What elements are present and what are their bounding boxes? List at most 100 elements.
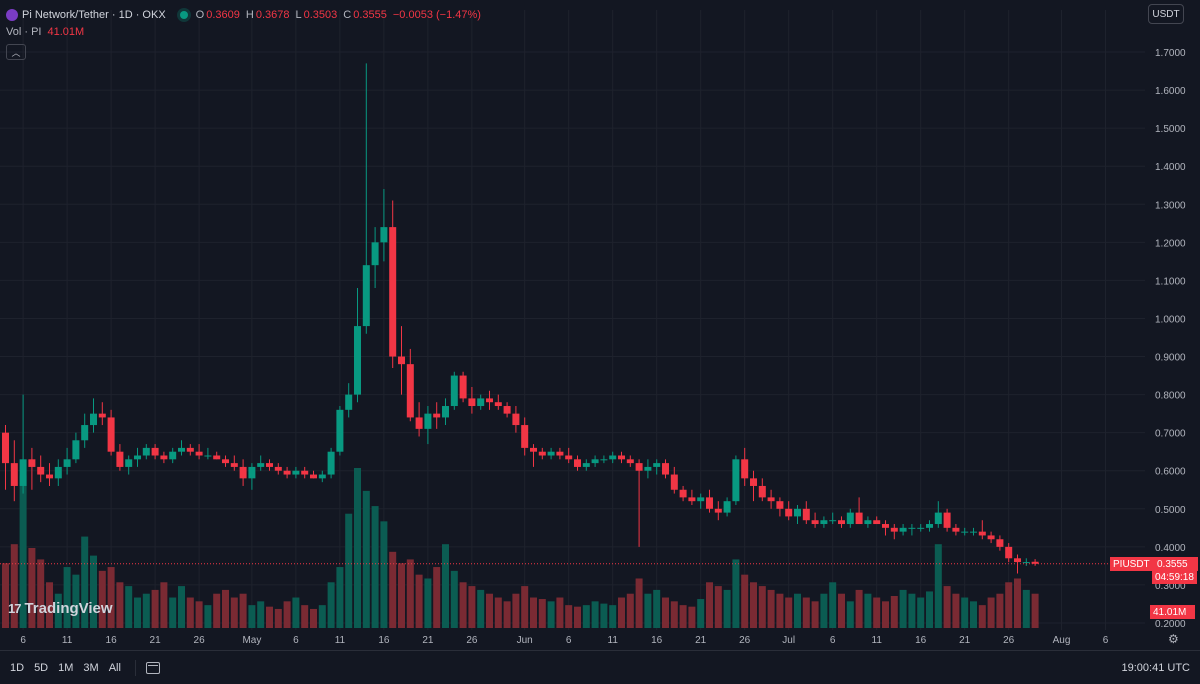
volume-bar — [248, 605, 256, 628]
candle-body — [732, 459, 740, 502]
candle-body — [547, 451, 555, 456]
candle-body — [741, 459, 749, 479]
volume-bar — [890, 596, 898, 628]
candle-body — [213, 455, 221, 460]
candle-body — [521, 425, 529, 448]
volume-bar — [882, 601, 889, 628]
volume-bar — [142, 593, 150, 628]
volume-bar — [978, 605, 986, 628]
x-tick-label: 6 — [830, 635, 836, 646]
volume-bar — [283, 601, 291, 628]
x-tick-label: 21 — [959, 635, 971, 646]
x-tick-label: 26 — [194, 635, 206, 646]
candle-body — [371, 242, 379, 266]
candle-body — [899, 527, 907, 532]
candle-body — [477, 398, 485, 407]
volume-bar — [178, 586, 185, 628]
candle-body — [609, 455, 617, 460]
range-1m-button[interactable]: 1M — [58, 661, 74, 674]
volume-bar — [503, 601, 511, 628]
candle-body — [406, 364, 414, 418]
volume-bar — [802, 597, 810, 628]
candle-body — [19, 459, 27, 486]
candle-body — [90, 413, 97, 426]
volume-bar — [829, 582, 837, 628]
x-tick-label: Aug — [1053, 635, 1071, 646]
candle-body — [943, 512, 951, 528]
collapse-legend-button[interactable]: ︿ — [6, 44, 26, 60]
volume-bar — [63, 567, 71, 628]
candle-body — [398, 356, 405, 365]
candle-body — [230, 463, 238, 467]
volume-bar — [512, 593, 520, 628]
volume-bar — [987, 597, 995, 628]
gear-icon[interactable]: ⚙ — [1168, 632, 1179, 646]
y-tick-label: 1.1000 — [1155, 276, 1186, 287]
volume-value: 41.01M — [47, 25, 85, 38]
candle-body — [626, 459, 634, 464]
candle-body — [28, 459, 36, 467]
volume-bar — [310, 608, 317, 628]
candle-body — [239, 466, 247, 479]
candle-body — [354, 326, 361, 395]
range-1d-button[interactable]: 1D — [10, 661, 25, 674]
y-tick-label: 0.8000 — [1155, 391, 1186, 402]
candle-body — [644, 466, 652, 471]
utc-clock[interactable]: 19:00:41 UTC — [1121, 661, 1190, 674]
candle-body — [433, 413, 441, 418]
candlestick-chart[interactable]: 1.7000 1.6000 1.5000 1.4000 1.3000 1.2000 1.10… — [0, 0, 1200, 650]
volume-bar — [785, 597, 793, 628]
x-tick-label: 21 — [150, 635, 162, 646]
volume-bar — [46, 582, 53, 628]
volume-bar — [371, 506, 379, 628]
candle-body — [266, 463, 273, 467]
volume-bar — [266, 606, 273, 628]
x-tick-label: 6 — [566, 635, 572, 646]
candle-body — [301, 470, 309, 475]
volume-bar — [750, 582, 757, 628]
bottom-toolbar: 1D 5D 1M 3M All 19:00:41 UTC — [0, 650, 1200, 684]
range-5d-button[interactable]: 5D — [34, 661, 49, 674]
volume-bar — [222, 589, 229, 628]
candle-body — [151, 447, 159, 456]
volume-bar — [468, 586, 476, 628]
candle-body — [222, 459, 229, 464]
candle-body — [345, 394, 353, 410]
volume-bar — [626, 593, 634, 628]
candle-body — [1031, 561, 1039, 564]
candle-body — [160, 455, 168, 460]
volume-bar — [424, 578, 432, 628]
volume-bar — [908, 593, 916, 628]
y-tick-label: 0.6000 — [1155, 467, 1186, 478]
volume-bar — [574, 606, 581, 628]
candle-body — [714, 508, 722, 513]
range-3m-button[interactable]: 3M — [83, 661, 99, 674]
volume-bar — [767, 589, 775, 628]
x-tick-label: 11 — [608, 635, 619, 646]
y-tick-label: 1.3000 — [1155, 200, 1186, 211]
volume-bar — [433, 567, 441, 628]
candle-body — [310, 474, 317, 479]
candle-body — [978, 531, 986, 536]
volume-bar — [996, 593, 1004, 628]
y-tick-label: 1.6000 — [1155, 86, 1186, 97]
range-all-button[interactable]: All — [108, 661, 121, 674]
volume-bar — [204, 605, 212, 628]
volume-bar — [741, 574, 749, 628]
change-value: −0.0053 (−1.47%) — [392, 8, 481, 21]
candle-body — [662, 463, 669, 475]
candle-body — [468, 398, 476, 407]
volume-bar — [899, 589, 907, 628]
candle-body — [530, 447, 537, 452]
candle-body — [750, 478, 757, 486]
volume-bar — [389, 551, 397, 628]
symbol-title[interactable]: Pi Network/Tether · 1D · OKX — [22, 8, 166, 21]
candle-body — [926, 524, 933, 528]
candle-body — [776, 501, 784, 509]
candle-body — [459, 375, 467, 399]
currency-selector[interactable]: USDT — [1148, 4, 1184, 24]
calendar-icon[interactable] — [145, 661, 160, 674]
close-value: 0.3555 — [353, 8, 387, 21]
volume-bar — [600, 603, 608, 628]
